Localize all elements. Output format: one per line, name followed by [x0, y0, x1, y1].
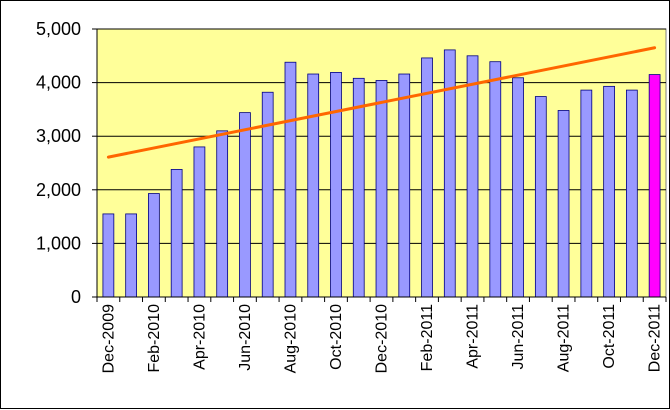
y-tick-label: 2,000: [36, 180, 81, 200]
x-tick-label: Aug-2010: [282, 304, 299, 373]
x-tick-label: Aug-2011: [556, 304, 573, 372]
bar: [466, 55, 479, 298]
y-tick-label: 5,000: [36, 19, 81, 39]
bar: [648, 74, 661, 298]
y-tick-label: 1,000: [36, 233, 81, 253]
x-tick-label: Dec-2011: [647, 304, 664, 372]
bar: [102, 213, 115, 298]
bar: [307, 73, 320, 298]
x-tick-label: Dec-2010: [374, 304, 391, 373]
bar: [375, 80, 388, 298]
bar: [148, 193, 160, 298]
bar: [170, 169, 183, 298]
bar: [398, 73, 411, 298]
x-tick-labels: Dec-2009 Feb-2010 Apr-2010 Jun-2010 Aug-2010…: [100, 304, 663, 373]
x-tick-label: Feb-2010: [146, 304, 163, 373]
y-tick-label: 4,000: [36, 73, 81, 93]
y-tick-label: 0: [71, 287, 81, 307]
x-tick-label: Oct-2010: [328, 304, 345, 370]
trendline: [106, 46, 657, 159]
bar: [580, 89, 593, 298]
bar: [216, 130, 229, 298]
bar: [489, 61, 502, 298]
x-tick-label: Jun-2011: [510, 304, 527, 370]
x-tick-label: Dec-2009: [100, 304, 117, 373]
bar: [125, 213, 138, 298]
bar: [626, 89, 638, 298]
x-tick-label: Apr-2011: [465, 304, 482, 369]
bar: [284, 61, 297, 298]
bar: [330, 72, 342, 298]
bar: [557, 110, 570, 298]
bar: [512, 77, 524, 298]
bar: [603, 85, 615, 298]
x-tick-label: Apr-2010: [191, 304, 208, 370]
bars: [102, 49, 661, 298]
bar: [239, 112, 251, 298]
y-tick-labels: 0 1,000 2,000 3,000 4,000 5,000: [36, 19, 81, 307]
bar: [534, 96, 547, 298]
bar: [352, 77, 365, 298]
x-tick-label: Feb-2011: [419, 304, 436, 371]
x-tick-label: Oct-2011: [601, 304, 618, 369]
x-tick-label: Jun-2010: [237, 304, 254, 371]
bar: [193, 146, 206, 298]
axes: [92, 28, 667, 302]
y-tick-label: 3,000: [36, 126, 81, 146]
